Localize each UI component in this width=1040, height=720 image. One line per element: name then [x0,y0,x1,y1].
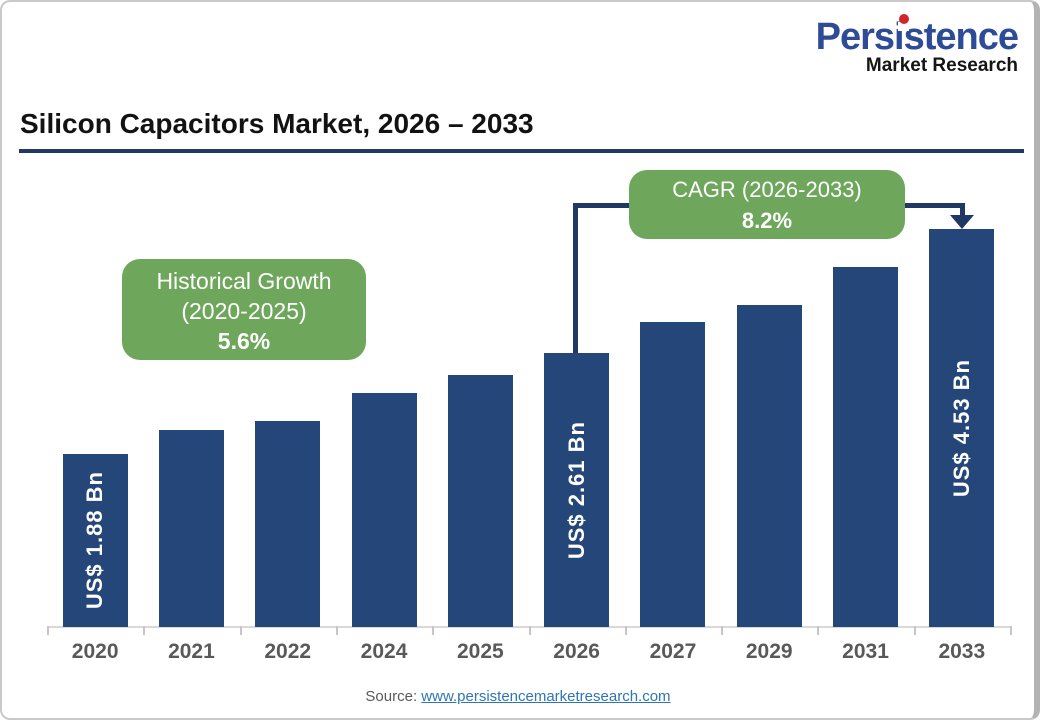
bar-cell-2026: US$ 2.61 Bn [528,182,624,627]
x-axis-label-2027: 2027 [649,640,697,663]
x-axis-label-2025: 2025 [456,640,504,663]
logo-subtitle: Market Research [865,54,1018,76]
axis-tick [624,626,627,635]
bar-2025 [447,375,513,627]
bar-2031 [833,267,899,627]
axis-tick [1010,626,1012,635]
bar-value-label-2020: US$ 1.88 Bn [82,471,108,610]
axis-tick [817,626,820,635]
bar-2033: US$ 4.53 Bn [929,229,995,627]
logo-i-dot-cover [897,22,909,31]
x-axis-label-2024: 2024 [360,640,408,663]
axis-tick [239,626,242,635]
bar-2022 [255,421,321,627]
cagr-connector-right-vertical [960,203,965,216]
historical-growth-line2: (2020-2025) [181,298,307,324]
cagr-value: 8.2% [741,208,793,233]
bar-2027 [640,322,706,627]
axis-tick [47,626,49,635]
bar-value-label-2033: US$ 4.53 Bn [948,358,974,498]
axis-tick [335,626,338,635]
x-axis-label-2029: 2029 [745,640,793,663]
cagr-callout: CAGR (2026-2033) 8.2% [629,170,905,239]
source-line: Source: www.persistencemarketresearch.co… [2,688,1034,705]
logo-red-dot-icon [898,14,909,24]
x-axis-label-2026: 2026 [553,640,600,663]
x-axis-labels: 2020 2021 2022 2024 2025 2026 2027 2029 2031 2033 [47,640,1010,664]
bar-2021 [158,430,224,627]
title-underline [19,149,1024,153]
x-axis-label-2033: 2033 [938,640,986,663]
cagr-line1: CAGR (2026-2033) [672,177,862,202]
bar-cell-2025 [432,182,528,627]
bar-2026: US$ 2.61 Bn [544,353,610,627]
axis-tick [143,626,146,635]
logo-text: Persistence [815,16,1019,58]
cagr-connector-left-vertical [573,205,578,353]
logo: Persistence Market Research [815,14,1019,77]
bar-value-label-2026: US$ 2.61 Bn [563,420,589,560]
axis-tick [432,626,435,635]
arrow-down-icon [950,215,974,229]
bar-cell-2024 [336,182,432,627]
cagr-connector-right-horizontal [903,203,965,208]
source-prefix: Source: [365,688,422,705]
x-axis-label-2021: 2021 [168,640,215,663]
bar-cell-2021 [143,182,239,627]
axis-tick [528,626,531,635]
bar-2020: US$ 1.88 Bn [62,454,128,627]
x-axis-label-2022: 2022 [264,640,312,663]
bar-cell-2020: US$ 1.88 Bn [47,182,143,627]
bar-chart: US$ 1.88 Bn US$ 2.61 Bn US$ 4.53 Bn [47,182,1010,627]
x-axis-ticks [47,626,1012,635]
x-axis-label-2020: 2020 [71,640,119,663]
bar-cell-2031 [817,182,913,627]
source-link[interactable]: www.persistencemarketresearch.com [421,688,671,705]
logo-wordmark: Persistence [815,14,1019,58]
cagr-connector-left-horizontal [573,203,631,208]
bar-cell-2022 [240,182,336,627]
bar-cell-2033: US$ 4.53 Bn [914,182,1010,627]
x-axis-label-2031: 2031 [842,640,889,663]
bar-cell-2029 [721,182,817,627]
historical-growth-callout: Historical Growth (2020-2025) 5.6% [122,259,366,360]
bar-2024 [351,393,417,627]
historical-growth-line1: Historical Growth [156,268,332,294]
axis-tick [721,626,724,635]
bar-2029 [736,305,802,627]
axis-tick [913,626,916,635]
page-title: Silicon Capacitors Market, 2026 – 2033 [20,108,534,139]
bar-cell-2027 [625,182,721,627]
historical-growth-value: 5.6% [217,328,271,354]
